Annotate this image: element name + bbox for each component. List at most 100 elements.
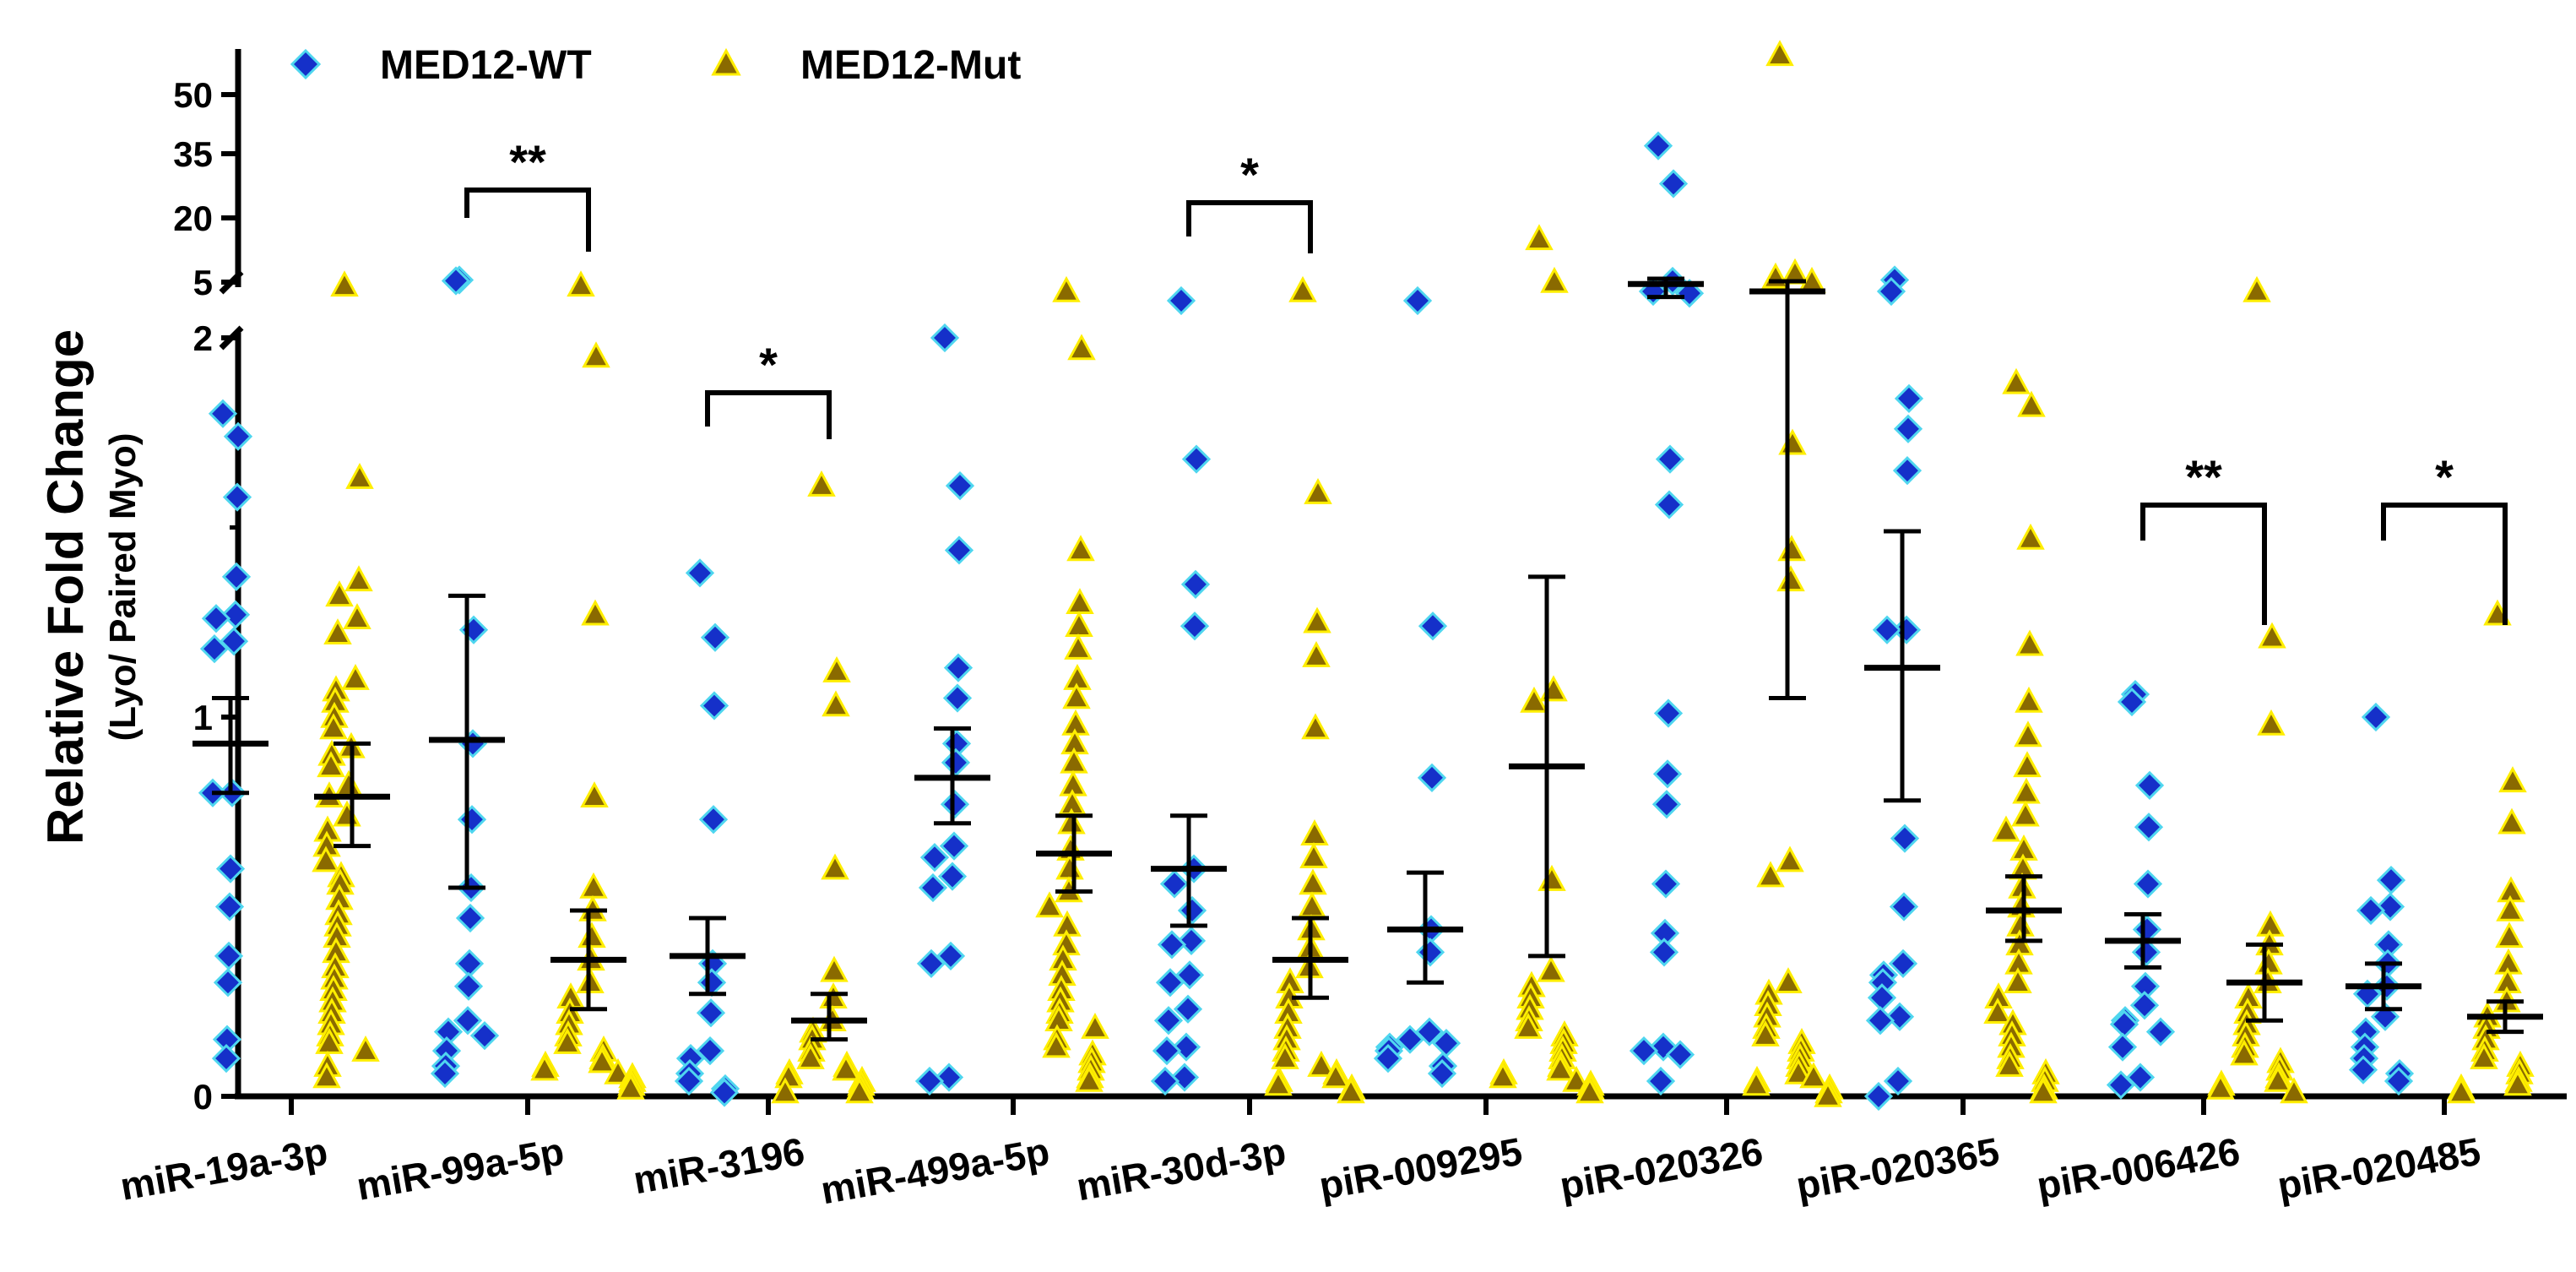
significance-bracket [2381,503,2508,625]
mut-point [1301,713,1330,740]
mut-point [1052,275,1081,302]
mut-point [580,781,609,808]
y-tick-label: 50 [173,75,213,115]
mut-point [1983,997,2012,1024]
y-axis-subtitle: (Lyo/ Paired Myo) [102,432,144,741]
mut-point [2014,720,2042,747]
wt-point [1655,444,1685,474]
mut-point [567,270,595,297]
mut-point [832,1054,860,1081]
wt-point [1427,1058,1457,1089]
legend-mut-marker [711,47,741,76]
wt-point [934,1063,964,1092]
wt-point [1665,1040,1695,1069]
mut-point [315,1027,344,1054]
y-tick-label: 2 [193,318,213,358]
wt-point [1651,790,1682,819]
wt-point [939,831,969,861]
mut-point [822,690,850,717]
wt-point [1649,938,1679,967]
mut-point [821,853,849,880]
mut-point [2011,800,2040,827]
wt-point [1863,1081,1894,1112]
wt-point [469,1021,500,1051]
x-tick-label: miR-499a-5p [817,1129,1052,1213]
wt-point [941,747,971,778]
wt-point [699,691,729,720]
wt-point [1180,569,1211,599]
mut-point [1081,1013,1109,1039]
wt-point [1889,892,1919,921]
wt-point [2361,702,2391,732]
mut-point [2015,686,2043,713]
significance-label: ** [2185,450,2222,503]
mut-point [319,713,348,740]
mut-point [1776,565,1805,592]
wt-point [2348,1055,2378,1084]
wt-point [1894,383,1924,413]
mut-point [325,580,354,607]
wt-point [1888,949,1918,978]
wt-point [685,558,715,588]
mut-point [2497,807,2526,834]
wt-point [1883,1066,1913,1096]
mut-point [1271,1042,1299,1069]
mut-point [581,599,610,626]
wt-point [214,892,245,921]
mut-point [1321,1062,1350,1089]
y-tick-label: 1 [193,698,213,737]
mut-point [1299,868,1327,895]
wt-point [1181,444,1212,474]
wt-point [222,482,252,512]
mut-point [2013,751,2042,778]
x-tick-label: piR-006426 [2033,1129,2242,1208]
mut-point [2206,1073,2235,1100]
mut-point [1300,819,1329,845]
mut-point [1307,1050,1336,1077]
mut-point [317,751,345,778]
x-tick-label: miR-3196 [630,1129,807,1203]
wt-point [1417,763,1447,792]
mut-point [1992,815,2020,842]
mut-point [1742,1069,1771,1096]
y-tick-label: 20 [173,198,213,238]
wt-point [223,421,253,451]
wt-point [2356,895,2386,926]
significance-label: * [1240,148,1259,201]
wt-point [1892,456,1923,486]
wt-point [1159,869,1190,899]
wt-point [698,805,729,834]
wt-point [1653,699,1684,728]
wt-point [2134,770,2165,800]
legend-label: MED12-WT [380,43,592,88]
mut-point [1814,1080,1842,1107]
significance-bracket [464,188,591,252]
mut-point [345,462,374,489]
mut-point [1303,606,1331,633]
wt-point [940,790,970,819]
mut-point [1035,891,1064,918]
wt-point [455,903,485,933]
wt-point [943,653,973,682]
wt-point [1651,869,1681,899]
mut-point [1520,686,1548,713]
mut-point [1537,864,1566,891]
mut-point [1761,262,1790,289]
mut-point [2017,390,2046,417]
x-tick-label: miR-19a-3p [117,1129,331,1209]
mut-point [1066,588,1094,615]
wt-point [211,1043,241,1074]
mut-point [616,1073,645,1100]
mut-point [2264,1065,2292,1092]
mut-point [1489,1062,1517,1089]
y-tick-label: 0 [193,1077,213,1117]
mut-point [1546,1054,1575,1081]
wt-point [1865,1006,1895,1036]
significance-bracket [2140,503,2267,625]
mut-point [1064,633,1093,660]
wt-point [1177,895,1207,926]
mut-point [2004,967,2032,994]
legend-wt-marker [290,48,322,80]
wt-point [1629,1036,1659,1066]
